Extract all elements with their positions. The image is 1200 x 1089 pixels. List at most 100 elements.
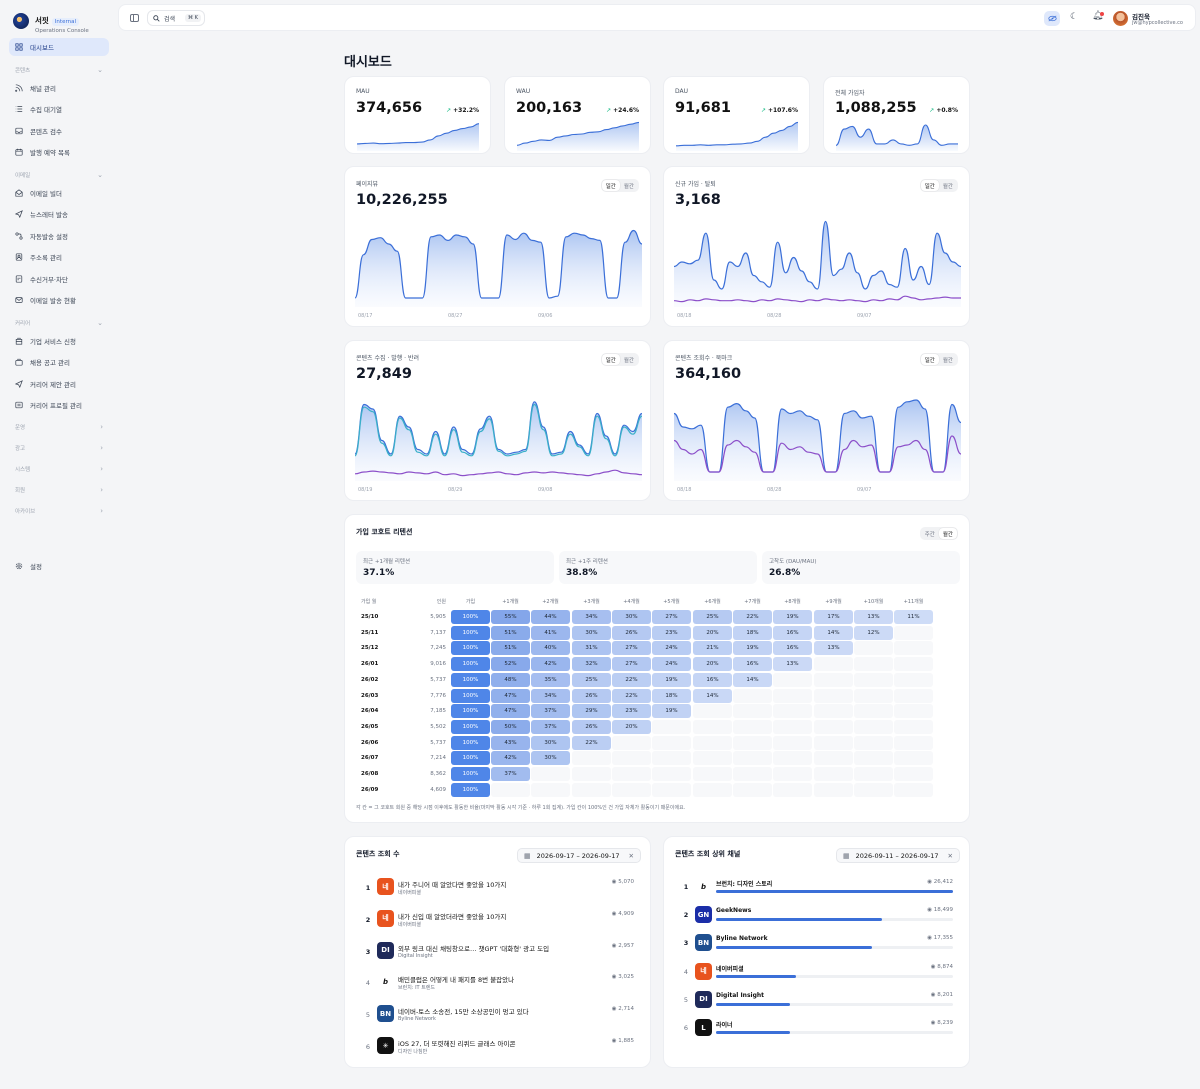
visibility-toggle-button[interactable] bbox=[1044, 11, 1060, 26]
user-name: 김진욱 bbox=[1132, 13, 1150, 21]
search-input[interactable]: 검색 ⌘ K bbox=[147, 10, 205, 26]
cohort-cell-empty bbox=[854, 672, 893, 687]
rank: 3 bbox=[683, 939, 689, 948]
channel-name: GeekNews bbox=[716, 907, 752, 915]
daily-tab[interactable]: 일간 bbox=[920, 354, 939, 365]
signups-period-toggle[interactable]: 일간 월간 bbox=[919, 179, 958, 192]
sidebar-item-3[interactable]: 콘텐츠 검수 bbox=[9, 122, 109, 140]
cohort-cell: 40% bbox=[531, 641, 570, 656]
daily-tab[interactable]: 일간 bbox=[920, 180, 939, 191]
sidebar-item-5[interactable]: 이메일 빌더 bbox=[9, 184, 109, 202]
kpi-delta-text: +24.6% bbox=[613, 107, 639, 114]
top-channels-date-range[interactable]: ▦ 2026-09-11 – 2026-09-17 ✕ bbox=[836, 848, 960, 863]
cohort-cell: 41% bbox=[531, 625, 570, 640]
cohort-cell-empty bbox=[773, 704, 812, 719]
cohort-cell-empty bbox=[894, 657, 933, 672]
sidebar-item-4[interactable]: 발행 예약 목록 bbox=[9, 143, 109, 161]
cohort-cell: 22% bbox=[572, 735, 611, 750]
nav-section-career[interactable]: 커리어 ⌄ bbox=[15, 317, 103, 329]
inbox-icon bbox=[15, 127, 23, 135]
cohort-footnote: 각 칸 = 그 코호트 회원 중 해당 시점 이후에도 활동한 비율(마지막 활… bbox=[356, 805, 686, 811]
sidebar-item-0[interactable]: 대시보드 bbox=[9, 38, 109, 56]
kpi-label: 전체 가입자 bbox=[835, 90, 865, 97]
close-icon[interactable]: ✕ bbox=[947, 851, 953, 860]
cohort-cell: 23% bbox=[612, 704, 651, 719]
kpi-delta-text: +0.8% bbox=[936, 107, 958, 114]
cohort-cell: 34% bbox=[531, 688, 570, 703]
cohort-cell-empty bbox=[814, 704, 853, 719]
nav-section-ops[interactable]: 운영 › bbox=[15, 421, 103, 433]
cohort-cell-empty bbox=[531, 782, 570, 797]
sidebar-item-9[interactable]: 수신거부·차단 bbox=[9, 270, 109, 288]
cohort-cell-empty bbox=[894, 641, 933, 656]
sidebar-item-12[interactable]: 채용 공고 관리 bbox=[9, 353, 109, 371]
sidebar-item-2[interactable]: 수집 대기열 bbox=[9, 100, 109, 118]
top-content-date-range[interactable]: ▦ 2026-09-17 – 2026-09-17 ✕ bbox=[517, 848, 641, 863]
sidebar-item-8[interactable]: 주소록 관리 bbox=[9, 248, 109, 266]
list-icon bbox=[15, 106, 23, 112]
cohort-cell-empty bbox=[773, 735, 812, 750]
sidebar-toggle-icon[interactable] bbox=[130, 14, 139, 22]
retention-month-value: 37.1% bbox=[363, 568, 395, 578]
monthly-tab[interactable]: 월간 bbox=[623, 184, 634, 190]
sidebar-item-10[interactable]: 이메일 발송 현황 bbox=[9, 291, 109, 309]
sidebar: 서핏 Internal Operations Console 콘텐츠 ⌄ 이메일 ⌄ 커리… bbox=[0, 0, 117, 1089]
monthly-tab[interactable]: 월간 bbox=[938, 528, 957, 539]
cohort-period-toggle[interactable]: 주간 월간 bbox=[919, 527, 958, 540]
search-icon bbox=[153, 14, 160, 22]
period-header: +10개월 bbox=[863, 599, 884, 605]
view-count-text: 17,355 bbox=[933, 935, 953, 942]
pageviews-period-toggle[interactable]: 일간 월간 bbox=[600, 179, 639, 192]
cohort-cell: 12% bbox=[854, 625, 893, 640]
kpi-label: DAU bbox=[675, 88, 689, 95]
kpi-label: WAU bbox=[516, 88, 531, 95]
brand[interactable]: 서핏 Internal Operations Console bbox=[13, 10, 89, 34]
moon-icon[interactable]: ☾ bbox=[1070, 12, 1079, 22]
channel-logo-icon: ✳ bbox=[377, 1037, 394, 1054]
chevron-down-icon: ⌄ bbox=[97, 66, 103, 74]
avatar[interactable] bbox=[1113, 11, 1128, 26]
search-placeholder: 검색 bbox=[164, 15, 176, 23]
cohort-cell: 16% bbox=[733, 657, 772, 672]
nav-section-email[interactable]: 이메일 ⌄ bbox=[15, 169, 103, 181]
weekly-tab[interactable]: 주간 bbox=[924, 532, 935, 538]
cohort-cell-empty bbox=[814, 672, 853, 687]
sidebar-item-label: 자동발송 설정 bbox=[30, 233, 68, 241]
eye-icon: ◉ bbox=[927, 907, 934, 914]
sidebar-item-11[interactable]: 기업 서비스 신청 bbox=[9, 332, 109, 350]
sidebar-item-7[interactable]: 자동발송 설정 bbox=[9, 227, 109, 245]
nav-section-archive[interactable]: 아카이브 › bbox=[15, 505, 103, 517]
cohort-cell-empty bbox=[652, 767, 691, 781]
content-period-toggle[interactable]: 일간 월간 bbox=[600, 353, 639, 366]
period-header: +9개월 bbox=[825, 599, 842, 605]
cohort-cell: 14% bbox=[693, 688, 732, 703]
daily-tab[interactable]: 일간 bbox=[601, 354, 620, 365]
views-card: 콘텐츠 조회수 · 북마크 364,160 일간 월간 08/18 08/28 0… bbox=[663, 340, 970, 501]
cohort-cell-empty bbox=[612, 767, 651, 781]
top-channels-card: 콘텐츠 조회 상위 채널 ▦ 2026-09-11 – 2026-09-17 ✕… bbox=[663, 836, 970, 1068]
cohort-cell: 13% bbox=[854, 610, 893, 624]
channel-logo-icon: DI bbox=[377, 941, 394, 959]
cohort-cell-empty bbox=[894, 704, 933, 719]
monthly-tab[interactable]: 월간 bbox=[942, 358, 953, 364]
sidebar-item-15[interactable]: 설정 bbox=[9, 557, 109, 575]
sidebar-item-13[interactable]: 커리어 제안 관리 bbox=[9, 375, 109, 393]
views-period-toggle[interactable]: 일간 월간 bbox=[919, 353, 958, 366]
daily-tab[interactable]: 일간 bbox=[601, 180, 620, 191]
nav-section-content[interactable]: 콘텐츠 ⌄ bbox=[15, 64, 103, 76]
nav-section-ads[interactable]: 광고 › bbox=[15, 442, 103, 454]
cohort-cell: 16% bbox=[693, 672, 732, 687]
close-icon[interactable]: ✕ bbox=[628, 851, 634, 860]
nav-section-system[interactable]: 시스템 › bbox=[15, 463, 103, 475]
sidebar-item-1[interactable]: 채널 관리 bbox=[9, 79, 109, 97]
channel-logo-icon: b bbox=[695, 878, 712, 895]
nav-section-member[interactable]: 회원 › bbox=[15, 484, 103, 496]
bell-icon[interactable]: 🔔︎ bbox=[1092, 11, 1104, 21]
monthly-tab[interactable]: 월간 bbox=[942, 184, 953, 190]
sidebar-item-6[interactable]: 뉴스레터 발송 bbox=[9, 205, 109, 223]
bar-track bbox=[716, 1002, 953, 1006]
monthly-tab[interactable]: 월간 bbox=[623, 358, 634, 364]
cohort-cell: 100% bbox=[451, 782, 490, 797]
cohort-cell: 44% bbox=[531, 610, 570, 624]
sidebar-item-14[interactable]: 커리어 프로필 관리 bbox=[9, 396, 109, 414]
